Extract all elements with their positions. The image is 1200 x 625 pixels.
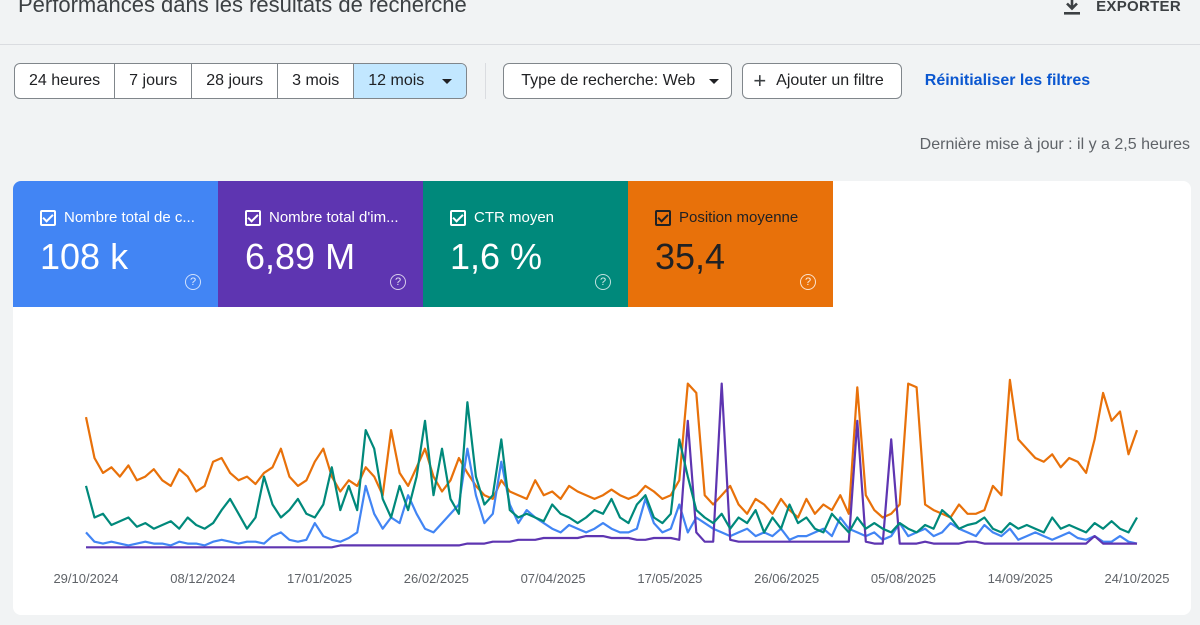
search-type-label: Type de recherche: Web (521, 72, 696, 89)
range-7d-button[interactable]: 7 jours (115, 64, 193, 98)
date-range-group: 24 heures 7 jours 28 jours 3 mois 12 moi… (14, 63, 468, 99)
metric-position-label: Position moyenne (679, 209, 799, 226)
metric-ctr-card[interactable]: CTR moyen 1,6 % ? (423, 181, 628, 307)
help-icon[interactable]: ? (595, 274, 611, 290)
export-button[interactable]: EXPORTER (1062, 0, 1181, 16)
metric-clicks-header: Nombre total de c... (40, 209, 200, 226)
metric-position-value: 35,4 (655, 236, 726, 277)
range-3m-button[interactable]: 3 mois (278, 64, 355, 98)
metric-clicks-value: 108 k (40, 236, 129, 277)
x-tick-label: 14/09/2025 (988, 571, 1053, 586)
metric-clicks-card[interactable]: Nombre total de c... 108 k ? (13, 181, 218, 307)
performance-card: Nombre total de c... 108 k ? Nombre tota… (13, 181, 1191, 615)
export-label: EXPORTER (1096, 0, 1181, 15)
series-line-position-moyenne (84, 378, 1139, 519)
last-update-text: Dernière mise à jour : il y a 2,5 heures (919, 136, 1190, 153)
help-icon[interactable]: ? (185, 274, 201, 290)
checkbox-icon[interactable] (40, 209, 56, 226)
x-tick-label: 07/04/2025 (521, 571, 586, 586)
help-icon[interactable]: ? (800, 274, 816, 290)
range-28d-button[interactable]: 28 jours (192, 64, 279, 98)
download-icon (1064, 0, 1081, 15)
x-tick-label: 17/05/2025 (637, 571, 702, 586)
add-filter-label: Ajouter un filtre (776, 72, 884, 89)
toolbar: 24 heures 7 jours 28 jours 3 mois 12 moi… (14, 63, 1090, 99)
dropdown-arrow-icon (442, 78, 453, 84)
checkbox-icon[interactable] (655, 209, 671, 226)
series-line-nombre-total-d-impressions (86, 382, 1137, 549)
x-tick-label: 29/10/2024 (53, 571, 118, 586)
help-icon[interactable]: ? (390, 274, 406, 290)
performance-line-chart: 29/10/2024 08/12/2024 17/01/2025 26/02/2025… (53, 378, 1170, 586)
plus-icon: + (753, 68, 767, 93)
metric-ctr-label: CTR moyen (474, 209, 555, 226)
divider (485, 63, 487, 99)
x-tick-label: 05/08/2025 (871, 571, 936, 586)
x-tick-label: 08/12/2024 (170, 571, 235, 586)
x-tick-label: 26/02/2025 (404, 571, 469, 586)
metric-impressions-label: Nombre total d'im... (269, 209, 399, 226)
metric-clicks-label: Nombre total de c... (64, 209, 195, 226)
add-filter-button[interactable]: + Ajouter un filtre (742, 63, 902, 99)
x-tick-label: 17/01/2025 (287, 571, 352, 586)
metric-position-header: Position moyenne (655, 209, 815, 226)
metric-position-card[interactable]: Position moyenne 35,4 ? (628, 181, 833, 307)
dropdown-arrow-icon (709, 78, 720, 84)
reset-filters-link[interactable]: Réinitialiser les filtres (924, 72, 1091, 89)
metric-ctr-value: 1,6 % (450, 236, 543, 277)
metric-ctr-header: CTR moyen (450, 209, 610, 226)
checkbox-icon[interactable] (450, 209, 466, 226)
range-12m-button[interactable]: 12 mois (354, 64, 467, 98)
metric-impressions-header: Nombre total d'im... (245, 209, 405, 226)
range-24h-button[interactable]: 24 heures (15, 64, 116, 98)
page-title: Performances dans les résultats de reche… (18, 0, 467, 17)
metric-impressions-value: 6,89 M (245, 236, 356, 277)
checkbox-icon[interactable] (245, 209, 261, 226)
x-tick-label: 26/06/2025 (754, 571, 819, 586)
x-tick-label: 24/10/2025 (1104, 571, 1169, 586)
series-line-ctr-moyen (84, 401, 1138, 534)
metric-impressions-card[interactable]: Nombre total d'im... 6,89 M ? (218, 181, 423, 307)
series-line-nombre-total-de-clics (85, 447, 1138, 547)
header: Performances dans les résultats de reche… (0, 0, 1200, 45)
range-12m-label: 12 mois (368, 72, 425, 89)
search-type-dropdown[interactable]: Type de recherche: Web (503, 63, 733, 99)
